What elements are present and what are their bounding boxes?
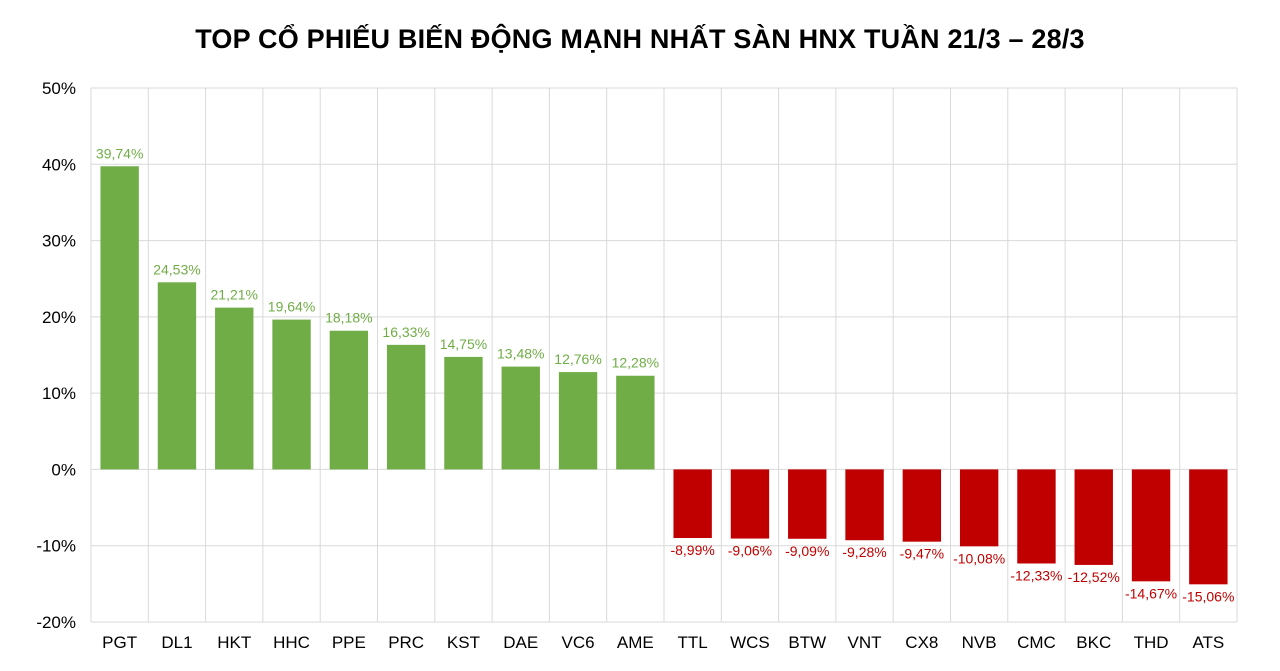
bar-bkc (1074, 469, 1113, 565)
bar-ttl (673, 469, 712, 539)
x-category-label: TTL (678, 633, 708, 652)
x-category-label: PPE (332, 633, 366, 652)
data-label: 21,21% (211, 287, 258, 303)
bar-pgt (100, 166, 139, 470)
x-category-label: DL1 (161, 633, 192, 652)
bar-vnt (845, 469, 884, 541)
data-label: 18,18% (325, 310, 372, 326)
y-tick-label: 30% (42, 232, 76, 251)
chart-title: TOP CỔ PHIẾU BIẾN ĐỘNG MẠNH NHẤT SÀN HNX… (195, 24, 1085, 54)
y-tick-label: -10% (36, 537, 76, 556)
x-category-label: NVB (962, 633, 997, 652)
grid-lines (90, 87, 1238, 623)
data-label: -8,99% (670, 542, 714, 558)
data-label: 14,75% (440, 336, 487, 352)
x-category-label: HHC (273, 633, 310, 652)
data-label: 12,28% (612, 355, 659, 371)
x-category-label: HKT (217, 633, 251, 652)
bar-ppe (329, 330, 369, 470)
data-label: -9,06% (728, 543, 772, 559)
data-label: 39,74% (96, 145, 143, 161)
bars (100, 166, 1228, 585)
bar-prc (386, 344, 426, 470)
bar-cmc (1017, 469, 1056, 564)
x-category-label: BTW (788, 633, 826, 652)
bar-vc6 (558, 372, 598, 470)
bar-kst (444, 356, 483, 470)
data-label: -10,08% (953, 550, 1005, 566)
data-label: 24,53% (153, 261, 200, 277)
x-category-label: DAE (503, 633, 538, 652)
bar-hhc (272, 319, 311, 470)
x-category-label: AME (617, 633, 654, 652)
data-label: -12,33% (1010, 567, 1062, 583)
x-category-label: KST (447, 633, 480, 652)
y-tick-label: 20% (42, 308, 76, 327)
bar-hkt (215, 307, 254, 470)
data-label: 13,48% (497, 346, 544, 362)
x-category-label: VC6 (562, 633, 595, 652)
bar-dae (501, 366, 540, 470)
data-label: -14,67% (1125, 585, 1177, 601)
y-axis-ticks: 50% 40% 30% 20% 10% 0% -10% -20% (36, 79, 76, 632)
bar-btw (788, 469, 827, 539)
x-category-label: CMC (1017, 633, 1056, 652)
y-tick-label: -20% (36, 613, 76, 632)
x-category-label: BKC (1076, 633, 1111, 652)
data-label: -9,28% (842, 544, 886, 560)
bar-thd (1131, 469, 1171, 582)
x-category-label: WCS (730, 633, 770, 652)
bar-ats (1189, 469, 1228, 585)
y-tick-label: 0% (51, 460, 76, 479)
bar-wcs (730, 469, 770, 539)
x-category-label: VNT (848, 633, 882, 652)
x-category-label: CX8 (905, 633, 938, 652)
data-label: 12,76% (554, 351, 601, 367)
data-label: 16,33% (382, 324, 429, 340)
bar-dl1 (157, 282, 197, 470)
x-category-label: THD (1134, 633, 1169, 652)
data-label: -15,06% (1182, 588, 1234, 604)
x-category-label: ATS (1192, 633, 1224, 652)
y-tick-label: 50% (42, 79, 76, 98)
data-label: -12,52% (1068, 569, 1120, 585)
x-category-label: PRC (388, 633, 424, 652)
y-tick-label: 40% (42, 155, 76, 174)
bar-cx8 (902, 469, 942, 542)
data-label: -9,47% (900, 546, 944, 562)
y-tick-label: 10% (42, 384, 76, 403)
bar-ame (616, 375, 655, 470)
x-category-label: PGT (102, 633, 137, 652)
x-axis-categories: PGT DL1 HKT HHC PPE PRC KST DAE VC6 AME TTL WCS BTW V… (102, 633, 1224, 652)
bar-nvb (959, 469, 999, 547)
data-label: -9,09% (785, 543, 829, 559)
data-labels: 39,74% 24,53% 21,21% 19,64% 18,18% 16,33% 14,7… (96, 145, 1235, 604)
data-label: 19,64% (268, 299, 315, 315)
